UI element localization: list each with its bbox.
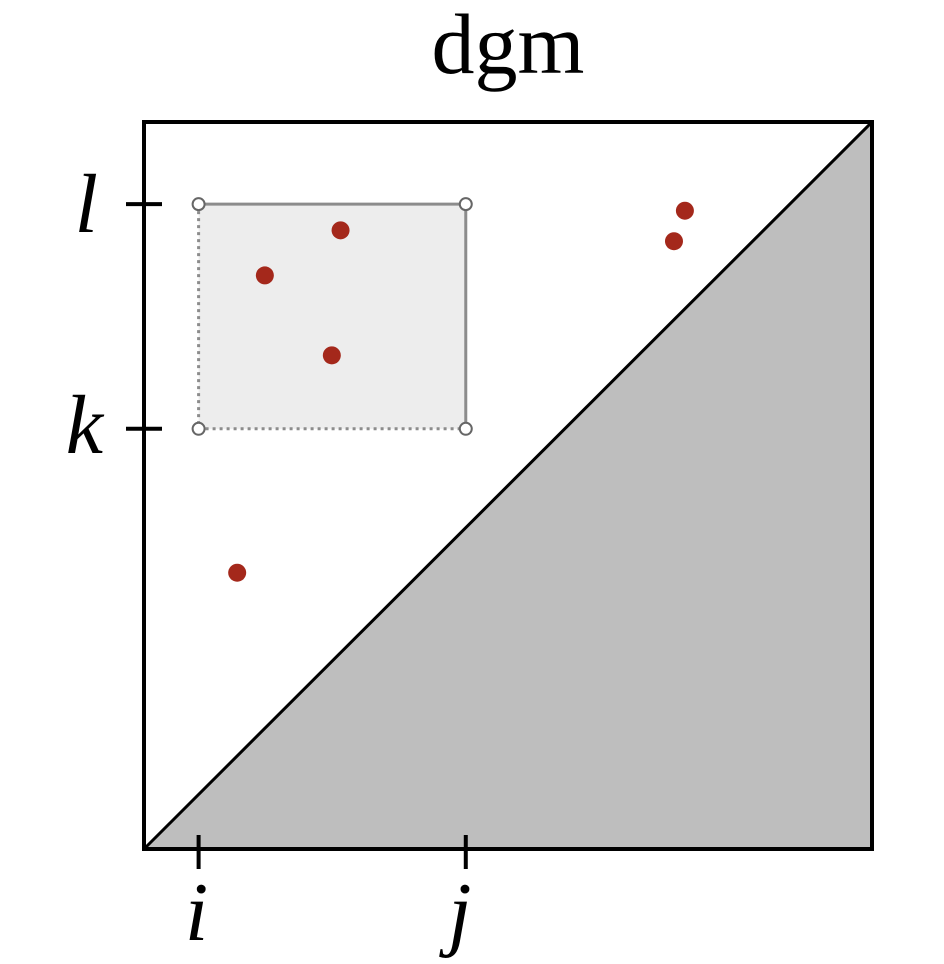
diagram-point-6 (675, 201, 694, 220)
diagram-point-4 (228, 563, 247, 582)
y-tick-label-k: k (66, 379, 105, 472)
diagram-point-3 (322, 346, 341, 365)
diagram-point-1 (255, 266, 274, 285)
query-box-corners (191, 197, 473, 436)
box-corner-bottom-left (191, 421, 206, 436)
axis-ticks (126, 202, 468, 869)
diagram-point-2 (331, 221, 350, 240)
x-tick-label-i: i (185, 866, 208, 959)
diagram-title: dgm (432, 0, 585, 92)
query-box-edges (197, 202, 468, 431)
diagonal-line (142, 120, 874, 851)
y-tick-label-l: l (75, 158, 98, 251)
box-corner-top-right (458, 197, 473, 212)
diagram-frame (142, 120, 874, 851)
diagram-point-5 (664, 232, 683, 251)
x-tick-label-j: j (439, 866, 471, 959)
diagram-points (228, 201, 694, 582)
box-corner-bottom-right (458, 421, 473, 436)
query-box-fill (198, 204, 466, 429)
box-corner-top-left (191, 197, 206, 212)
